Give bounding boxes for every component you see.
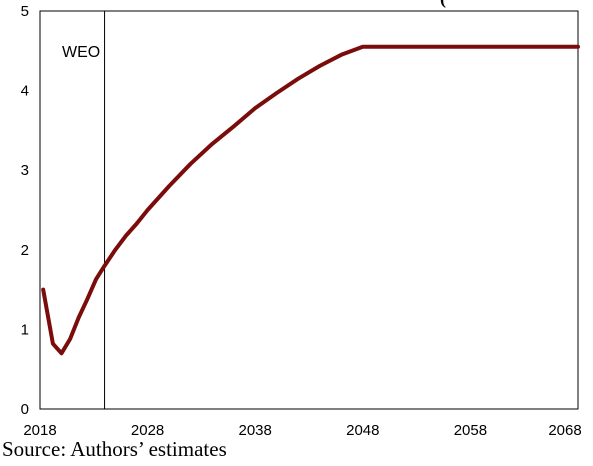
x-tick-label-0: 2018 [23, 422, 56, 439]
y-tick-label-3: 3 [21, 162, 29, 179]
y-tick-label-2: 2 [21, 242, 29, 259]
y-axis-ticks: 0 1 2 3 4 5 [21, 3, 29, 418]
series-group [41, 44, 580, 356]
y-tick-label-4: 4 [21, 83, 29, 100]
x-tick-label-3: 2048 [346, 422, 379, 439]
chart-title-fragment: ( [440, 0, 446, 9]
x-tick-label-5: 2068 [548, 422, 581, 439]
x-tick-label-4: 2058 [454, 422, 487, 439]
y-tick-label-5: 5 [21, 3, 29, 20]
source-note: Source: Authors’ estimates [2, 437, 227, 461]
x-axis-ticks: 2018 2028 2038 2048 2058 2068 [23, 422, 581, 439]
x-tick-label-2: 2038 [239, 422, 272, 439]
series-line-0 [41, 44, 580, 356]
weo-annotation-label: WEO [62, 44, 100, 61]
plot-area-border [39, 10, 579, 410]
y-tick-label-1: 1 [21, 321, 29, 338]
x-tick-label-1: 2028 [131, 422, 164, 439]
y-tick-label-0: 0 [21, 401, 29, 418]
